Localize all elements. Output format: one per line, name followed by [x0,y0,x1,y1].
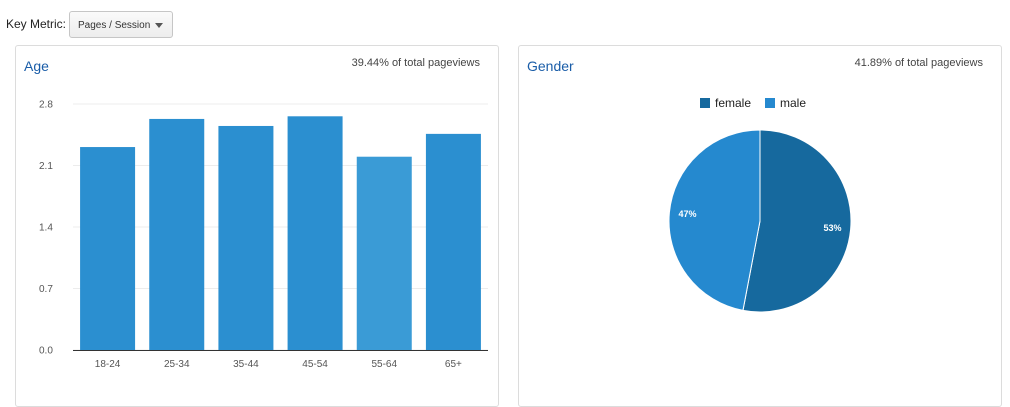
bar-25-34[interactable] [149,118,205,350]
x-tick-label: 18-24 [95,359,121,370]
gender-panel-note: 41.89% of total pageviews [854,57,983,69]
age-panel: Age 39.44% of total pageviews 0.0 0.7 1.4 2… [15,45,499,407]
x-tick-label: 35-44 [233,359,259,370]
key-metric-value: Pages / Session [78,20,151,31]
bar-18-24[interactable] [80,147,136,350]
pie-slice-male[interactable] [668,129,761,311]
pie-slice-female[interactable] [742,129,852,313]
bar-45-54[interactable] [287,116,343,350]
y-tick-label: 0.0 [39,346,53,357]
y-tick-label: 2.1 [39,161,53,172]
age-bar-chart: 0.0 0.7 1.4 2.1 2.8 18-24 25-34 35-44 45-54 55-64… [39,100,488,370]
legend-swatch-male [765,98,775,108]
key-metric-label: Key Metric: [6,17,67,31]
slice-label-female: 53% [823,223,841,233]
x-tick-label: 45-54 [302,359,328,370]
key-metric-select[interactable]: Pages / Session [69,11,173,38]
age-panel-title[interactable]: Age [24,58,49,74]
x-tick-label: 65+ [445,359,462,370]
chevron-down-icon [155,23,163,28]
bar-35-44[interactable] [218,125,274,350]
gender-panel: Gender 41.89% of total pageviews female m… [518,45,1002,407]
y-tick-label: 0.7 [39,284,53,295]
slice-label-male: 47% [679,209,697,219]
y-tick-label: 2.8 [39,100,53,111]
legend-label-male[interactable]: male [780,96,806,110]
y-tick-label: 1.4 [39,223,53,234]
legend-swatch-female [700,98,710,108]
x-tick-label: 25-34 [164,359,190,370]
legend-label-female[interactable]: female [715,96,751,110]
bar-65+[interactable] [425,133,481,350]
bar-55-64[interactable] [356,156,412,350]
gender-panel-title[interactable]: Gender [527,58,574,74]
x-tick-label: 55-64 [371,359,397,370]
age-panel-note: 39.44% of total pageviews [351,57,480,69]
gender-pie-chart: female male 53% 47% [668,96,852,313]
